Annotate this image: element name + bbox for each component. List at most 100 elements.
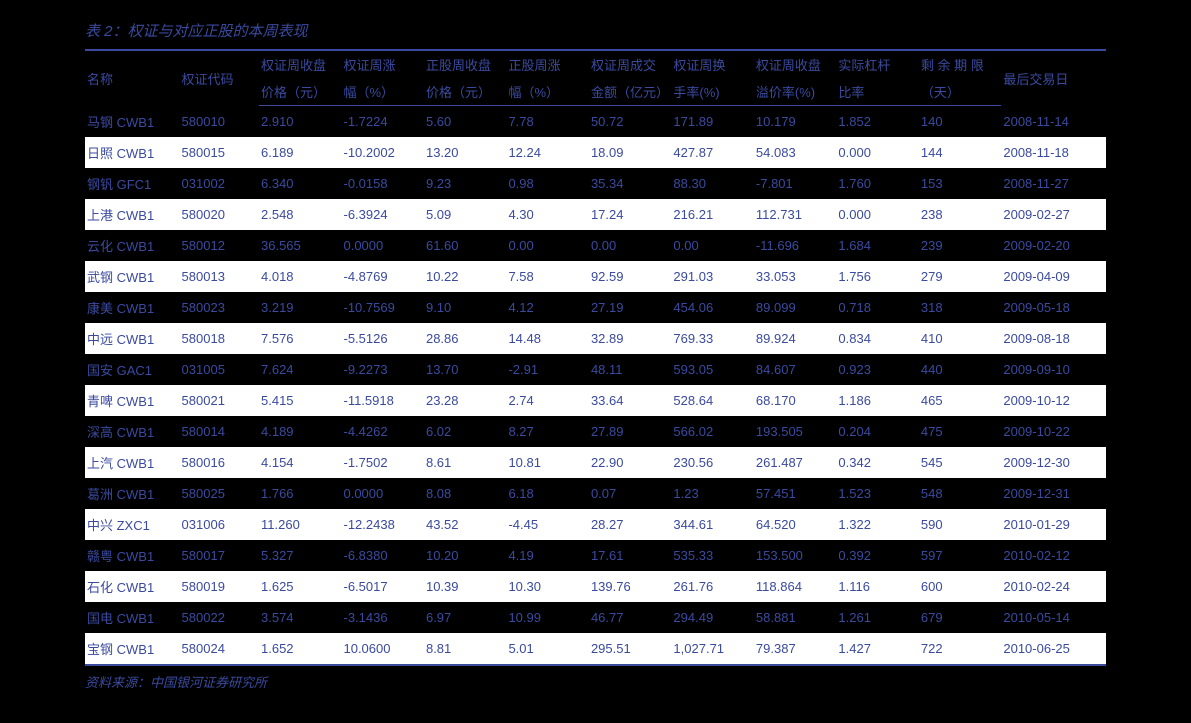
cell-c4: 4.12 (506, 292, 588, 323)
cell-c9: 600 (919, 571, 1001, 602)
cell-c1: 7.624 (259, 354, 341, 385)
cell-c2: -1.7224 (341, 106, 423, 137)
cell-code: 580016 (180, 447, 259, 478)
cell-c5: 27.89 (589, 416, 671, 447)
cell-c2: -6.8380 (341, 540, 423, 571)
cell-name: 宝钢 CWB1 (85, 633, 180, 665)
cell-name: 云化 CWB1 (85, 230, 180, 261)
cell-c9: 722 (919, 633, 1001, 665)
cell-name: 青啤 CWB1 (85, 385, 180, 416)
table-row: 上港 CWB15800202.548-6.39245.094.3017.2421… (85, 199, 1106, 230)
header-code: 权证代码 (180, 50, 259, 106)
cell-c6: 291.03 (671, 261, 753, 292)
cell-c7: 112.731 (754, 199, 836, 230)
cell-c3: 5.09 (424, 199, 506, 230)
cell-c8: 1.186 (836, 385, 918, 416)
cell-c8: 1.322 (836, 509, 918, 540)
cell-last: 2009-12-30 (1001, 447, 1106, 478)
cell-c9: 465 (919, 385, 1001, 416)
cell-name: 上港 CWB1 (85, 199, 180, 230)
cell-c6: 1,027.71 (671, 633, 753, 665)
cell-c7: 89.099 (754, 292, 836, 323)
header-c6a: 权证周换 (671, 50, 753, 78)
cell-c7: 118.864 (754, 571, 836, 602)
cell-c7: 33.053 (754, 261, 836, 292)
cell-last: 2009-05-18 (1001, 292, 1106, 323)
cell-c7: 10.179 (754, 106, 836, 137)
header-c1b: 价格（元） (259, 78, 341, 106)
header-c8b: 比率 (836, 78, 918, 106)
cell-c4: 12.24 (506, 137, 588, 168)
cell-c1: 4.018 (259, 261, 341, 292)
cell-c1: 3.219 (259, 292, 341, 323)
cell-c2: -0.0158 (341, 168, 423, 199)
header-c4a: 正股周涨 (506, 50, 588, 78)
cell-last: 2009-04-09 (1001, 261, 1106, 292)
cell-c8: 1.852 (836, 106, 918, 137)
cell-c8: 1.760 (836, 168, 918, 199)
cell-name: 日照 CWB1 (85, 137, 180, 168)
cell-last: 2009-10-12 (1001, 385, 1106, 416)
cell-name: 康美 CWB1 (85, 292, 180, 323)
cell-c7: 57.451 (754, 478, 836, 509)
cell-c5: 17.24 (589, 199, 671, 230)
cell-c5: 27.19 (589, 292, 671, 323)
table-row: 武钢 CWB15800134.018-4.876910.227.5892.592… (85, 261, 1106, 292)
table-row: 石化 CWB15800191.625-6.501710.3910.30139.7… (85, 571, 1106, 602)
cell-c7: 193.505 (754, 416, 836, 447)
cell-c3: 28.86 (424, 323, 506, 354)
cell-c1: 4.189 (259, 416, 341, 447)
cell-code: 580024 (180, 633, 259, 665)
header-c9b: （天） (919, 78, 1001, 106)
table-row: 康美 CWB15800233.219-10.75699.104.1227.194… (85, 292, 1106, 323)
cell-code: 580014 (180, 416, 259, 447)
cell-c6: 566.02 (671, 416, 753, 447)
cell-last: 2010-01-29 (1001, 509, 1106, 540)
table-row: 云化 CWB158001236.5650.000061.600.000.000.… (85, 230, 1106, 261)
table-row: 国安 GAC10310057.624-9.227313.70-2.9148.11… (85, 354, 1106, 385)
cell-c6: 344.61 (671, 509, 753, 540)
warrants-table: 名称 权证代码 权证周收盘 权证周涨 正股周收盘 正股周涨 权证周成交 权证周换… (85, 49, 1106, 666)
cell-c3: 43.52 (424, 509, 506, 540)
cell-c9: 238 (919, 199, 1001, 230)
cell-c7: -7.801 (754, 168, 836, 199)
cell-c1: 2.910 (259, 106, 341, 137)
cell-c7: 261.487 (754, 447, 836, 478)
cell-c6: 294.49 (671, 602, 753, 633)
table-row: 中兴 ZXC103100611.260-12.243843.52-4.4528.… (85, 509, 1106, 540)
cell-c5: 0.00 (589, 230, 671, 261)
cell-c4: -4.45 (506, 509, 588, 540)
cell-last: 2009-02-20 (1001, 230, 1106, 261)
cell-c1: 6.340 (259, 168, 341, 199)
cell-code: 580012 (180, 230, 259, 261)
cell-c5: 0.07 (589, 478, 671, 509)
header-c7b: 溢价率(%) (754, 78, 836, 106)
cell-c3: 8.81 (424, 633, 506, 665)
cell-last: 2009-10-22 (1001, 416, 1106, 447)
header-c6b: 手率(%) (671, 78, 753, 106)
cell-name: 钢钒 GFC1 (85, 168, 180, 199)
cell-c2: -12.2438 (341, 509, 423, 540)
header-c2b: 幅（%） (341, 78, 423, 106)
table-title: 表 2：权证与对应正股的本周表现 (85, 20, 1106, 41)
cell-name: 石化 CWB1 (85, 571, 180, 602)
cell-c3: 5.60 (424, 106, 506, 137)
cell-c8: 0.342 (836, 447, 918, 478)
cell-c8: 1.523 (836, 478, 918, 509)
cell-c4: 10.99 (506, 602, 588, 633)
table-row: 葛洲 CWB15800251.7660.00008.086.180.071.23… (85, 478, 1106, 509)
cell-c6: 261.76 (671, 571, 753, 602)
cell-c3: 10.39 (424, 571, 506, 602)
cell-c8: 0.718 (836, 292, 918, 323)
cell-c4: 6.18 (506, 478, 588, 509)
cell-c4: 2.74 (506, 385, 588, 416)
header-c3a: 正股周收盘 (424, 50, 506, 78)
cell-c6: 1.23 (671, 478, 753, 509)
cell-c2: -3.1436 (341, 602, 423, 633)
cell-c2: -6.5017 (341, 571, 423, 602)
cell-c4: 10.30 (506, 571, 588, 602)
cell-c4: 10.81 (506, 447, 588, 478)
cell-c3: 61.60 (424, 230, 506, 261)
header-c9a: 剩 余 期 限 (919, 50, 1001, 78)
cell-c9: 545 (919, 447, 1001, 478)
